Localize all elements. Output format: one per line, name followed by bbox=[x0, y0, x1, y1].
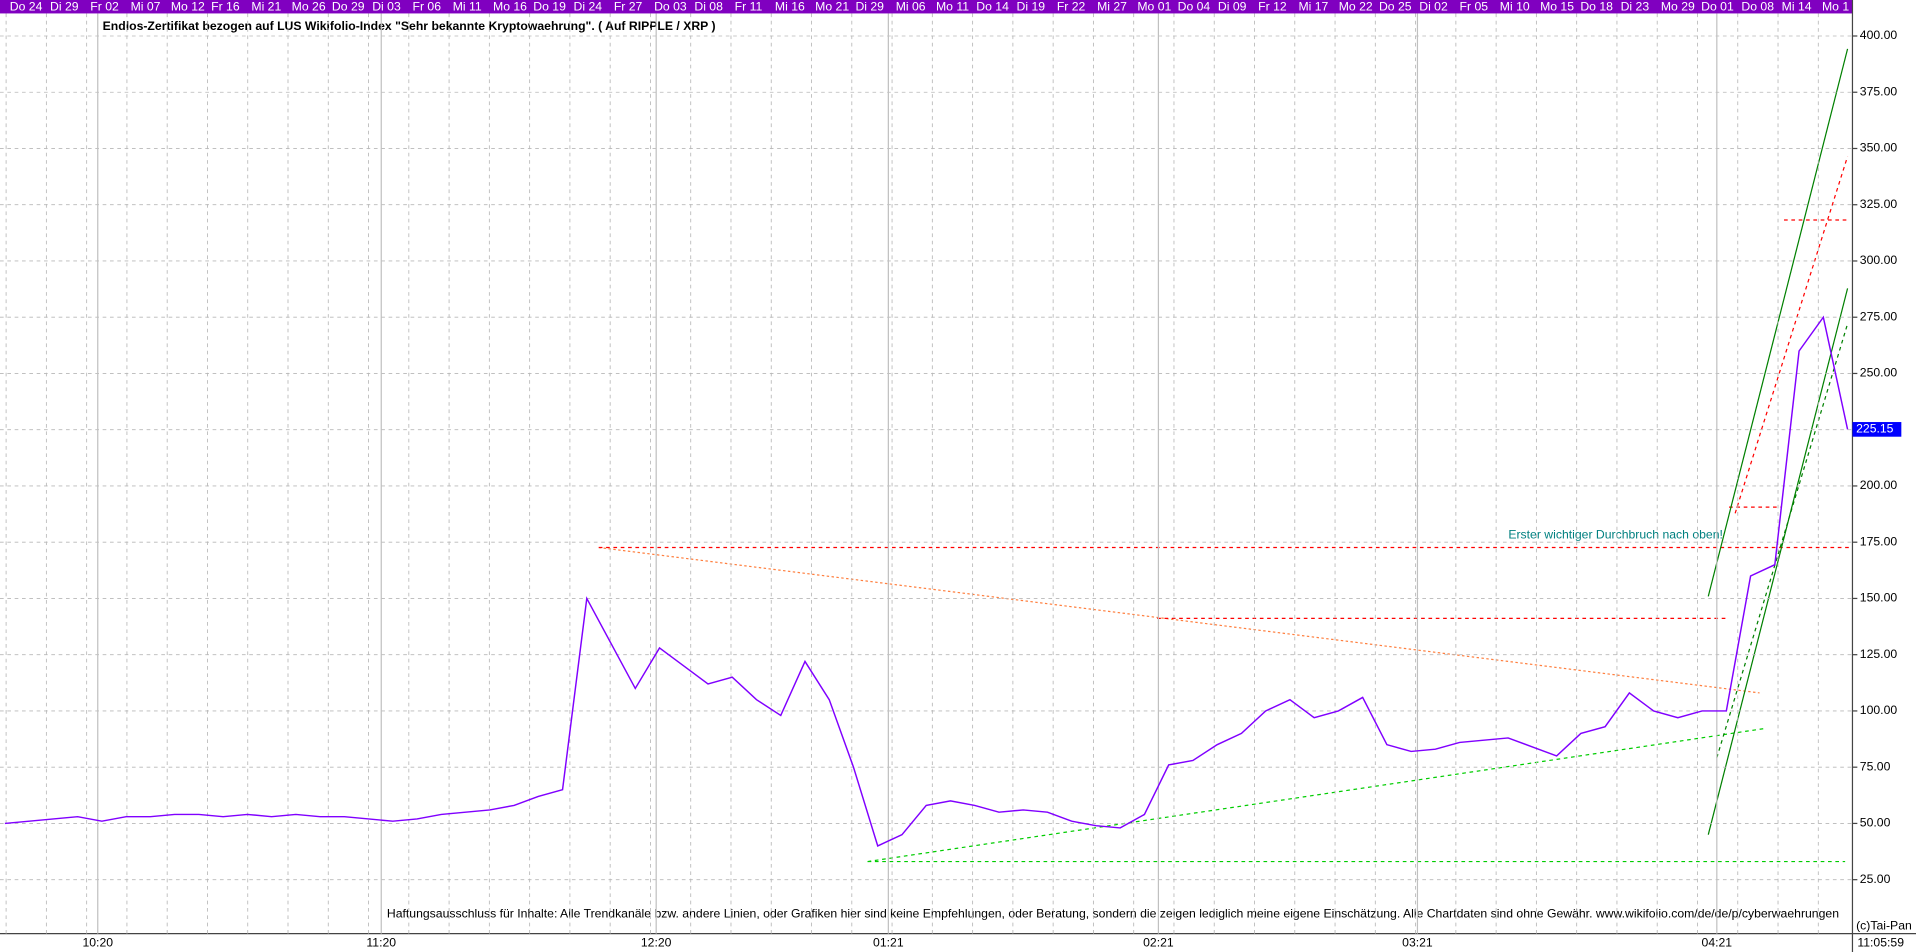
y-tick-label: 100.00 bbox=[1860, 703, 1898, 717]
top-date-label: Di 24 bbox=[574, 0, 603, 14]
top-date-label: Fr 16 bbox=[211, 0, 240, 14]
x-tick-label: 03:21 bbox=[1402, 936, 1433, 950]
top-date-label: Di 23 bbox=[1621, 0, 1650, 14]
top-date-label: Di 08 bbox=[694, 0, 723, 14]
top-date-label: Mi 06 bbox=[896, 0, 926, 14]
top-date-label: Mo 22 bbox=[1339, 0, 1373, 14]
top-date-label: Do 03 bbox=[654, 0, 687, 14]
y-tick-label: 50.00 bbox=[1860, 816, 1891, 830]
top-date-label: Di 09 bbox=[1218, 0, 1247, 14]
y-tick-label: 250.00 bbox=[1860, 366, 1898, 380]
top-date-label: Mo 29 bbox=[1661, 0, 1695, 14]
top-date-label: Fr 11 bbox=[735, 0, 763, 14]
top-date-label: Di 03 bbox=[372, 0, 401, 14]
y-tick-label: 125.00 bbox=[1860, 647, 1898, 661]
last-price-box bbox=[1852, 422, 1902, 437]
y-tick-label: 350.00 bbox=[1860, 141, 1898, 155]
x-tick-label: 01:21 bbox=[873, 936, 904, 950]
top-date-label: Do 25 bbox=[1379, 0, 1412, 14]
y-tick-label: 375.00 bbox=[1860, 84, 1898, 98]
top-date-label: Fr 27 bbox=[614, 0, 643, 14]
clock: 11:05:59 bbox=[1857, 936, 1904, 950]
top-date-label: Di 19 bbox=[1017, 0, 1046, 14]
top-date-label: Do 24 bbox=[10, 0, 43, 14]
top-date-label: Do 14 bbox=[976, 0, 1009, 14]
top-date-label: Mo 15 bbox=[1540, 0, 1574, 14]
top-date-label: Mi 27 bbox=[1097, 0, 1127, 14]
top-date-label: Di 02 bbox=[1419, 0, 1448, 14]
annotation: Erster wichtiger Durchbruch nach oben! bbox=[1508, 528, 1723, 542]
top-date-label: Fr 12 bbox=[1258, 0, 1287, 14]
top-date-label: Do 29 bbox=[332, 0, 365, 14]
y-tick-label: 25.00 bbox=[1860, 872, 1891, 886]
chart-title: Endlos-Zertifikat bezogen auf LUS Wikifo… bbox=[103, 19, 716, 33]
last-price-label: 225.15 bbox=[1856, 422, 1894, 436]
y-tick-label: 400.00 bbox=[1860, 28, 1898, 42]
top-date-label: Mi 10 bbox=[1500, 0, 1530, 14]
x-tick-label: 10:20 bbox=[82, 936, 113, 950]
trend-line bbox=[598, 546, 1760, 694]
top-date-label: Mi 16 bbox=[775, 0, 805, 14]
x-tick-label: 04:21 bbox=[1702, 936, 1733, 950]
top-date-bar bbox=[0, 0, 1853, 14]
top-date-label: Fr 05 bbox=[1460, 0, 1489, 14]
price-line bbox=[4, 315, 1849, 847]
top-date-label: Fr 22 bbox=[1057, 0, 1086, 14]
channel-line bbox=[1707, 288, 1849, 835]
top-date-label: Mo 21 bbox=[815, 0, 849, 14]
trend-lines bbox=[598, 48, 1853, 863]
top-date-label: Di 29 bbox=[50, 0, 79, 14]
top-date-label: Mi 11 bbox=[453, 0, 482, 14]
y-tick-label: 300.00 bbox=[1860, 253, 1898, 267]
top-date-label: Mo 11 bbox=[936, 0, 969, 14]
top-date-label: Fr 02 bbox=[90, 0, 119, 14]
top-date-label: Mo 01 bbox=[1137, 0, 1171, 14]
top-date-label: Mo 12 bbox=[171, 0, 205, 14]
top-date-label: Do 18 bbox=[1580, 0, 1613, 14]
y-tick-label: 275.00 bbox=[1860, 309, 1898, 323]
copyright: (c)Tai-Pan bbox=[1856, 919, 1912, 933]
y-tick-label: 150.00 bbox=[1860, 591, 1898, 605]
disclaimer: Haftungsausschluss für Inhalte: Alle Tre… bbox=[387, 906, 1839, 920]
y-tick-label: 175.00 bbox=[1860, 534, 1898, 548]
y-tick-label: 325.00 bbox=[1860, 197, 1898, 211]
top-date-label: Mi 14 bbox=[1782, 0, 1812, 14]
top-date-label: Do 04 bbox=[1178, 0, 1211, 14]
top-date-label: Mo 1 bbox=[1822, 0, 1849, 14]
top-date-label: Mi 21 bbox=[251, 0, 281, 14]
x-tick-label: 12:20 bbox=[641, 936, 672, 950]
top-date-label: Mo 16 bbox=[493, 0, 527, 14]
x-tick-label: 11:20 bbox=[366, 936, 396, 950]
top-date-label: Mo 26 bbox=[292, 0, 326, 14]
x-tick-label: 02:21 bbox=[1143, 936, 1174, 950]
top-date-label: Di 29 bbox=[855, 0, 884, 14]
support-line bbox=[867, 727, 1766, 863]
channel-line bbox=[1716, 323, 1849, 758]
top-date-label: Do 01 bbox=[1701, 0, 1734, 14]
top-date-label: Do 08 bbox=[1741, 0, 1774, 14]
top-date-label: Do 19 bbox=[533, 0, 566, 14]
top-date-label: Mi 17 bbox=[1298, 0, 1328, 14]
y-tick-label: 200.00 bbox=[1860, 478, 1898, 492]
top-date-label: Mi 07 bbox=[131, 0, 161, 14]
top-date-label: Fr 06 bbox=[412, 0, 441, 14]
y-tick-label: 75.00 bbox=[1860, 759, 1891, 773]
